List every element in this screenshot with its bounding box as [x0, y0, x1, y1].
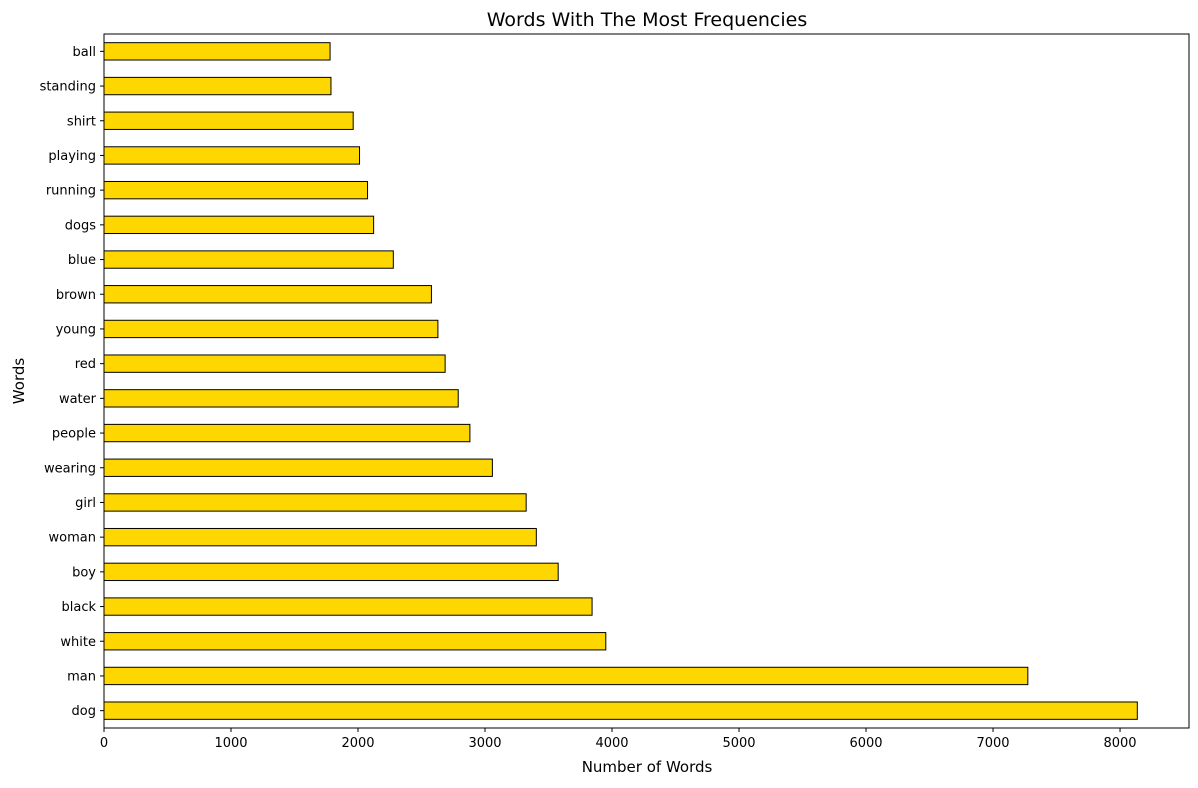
y-tick-label: red: [75, 357, 96, 372]
bar-young: [104, 320, 438, 337]
x-tick-label: 1000: [214, 736, 247, 751]
y-tick-label: dogs: [65, 218, 96, 233]
bar-dog: [104, 702, 1137, 719]
y-tick-label: blue: [68, 253, 96, 268]
y-axis-ticks: dog man white black boy woman girl wearing peopl…: [40, 45, 104, 719]
x-tick-label: 0: [100, 736, 108, 751]
y-tick-label: woman: [49, 531, 96, 546]
x-tick-label: 4000: [595, 736, 628, 751]
x-axis-ticks: 0 1000 2000 3000 4000 5000 6000 7000 8000: [100, 728, 1137, 751]
y-tick-label: black: [61, 600, 96, 615]
y-tick-label: shirt: [67, 114, 96, 129]
x-tick-label: 8000: [1103, 736, 1136, 751]
bar-blue: [104, 251, 393, 268]
bar-wearing: [104, 459, 492, 476]
bar-shirt: [104, 112, 353, 129]
y-tick-label: girl: [75, 496, 96, 511]
y-tick-label: ball: [73, 45, 96, 60]
bar-black: [104, 598, 592, 615]
bar-water: [104, 390, 458, 407]
y-tick-label: wearing: [44, 461, 96, 476]
bar-boy: [104, 563, 558, 580]
y-tick-label: man: [67, 669, 96, 684]
bar-people: [104, 424, 470, 441]
bar-ball: [104, 43, 330, 60]
plot-frame: [104, 34, 1189, 728]
y-tick-label: water: [59, 392, 97, 407]
y-tick-label: boy: [72, 565, 96, 580]
x-tick-label: 3000: [468, 736, 501, 751]
bars-group: [104, 43, 1137, 720]
y-tick-label: running: [46, 184, 96, 199]
bar-red: [104, 355, 445, 372]
bar-man: [104, 667, 1028, 684]
x-tick-label: 2000: [341, 736, 374, 751]
y-axis-label: Words: [10, 358, 28, 405]
bar-running: [104, 181, 368, 198]
y-tick-label: standing: [40, 80, 96, 95]
bar-woman: [104, 528, 536, 545]
y-tick-label: brown: [56, 288, 96, 303]
x-tick-label: 7000: [976, 736, 1009, 751]
y-tick-label: people: [52, 427, 96, 442]
chart-title: Words With The Most Frequencies: [487, 9, 808, 31]
y-tick-label: young: [56, 322, 96, 337]
bar-playing: [104, 147, 360, 164]
bar-girl: [104, 494, 526, 511]
y-tick-label: dog: [72, 704, 96, 719]
bar-brown: [104, 286, 431, 303]
x-tick-label: 5000: [722, 736, 755, 751]
y-tick-label: white: [60, 635, 96, 650]
bar-white: [104, 633, 606, 650]
x-tick-label: 6000: [849, 736, 882, 751]
y-tick-label: playing: [48, 149, 96, 164]
x-axis-label: Number of Words: [582, 758, 713, 776]
bar-dogs: [104, 216, 374, 233]
bar-standing: [104, 77, 331, 94]
